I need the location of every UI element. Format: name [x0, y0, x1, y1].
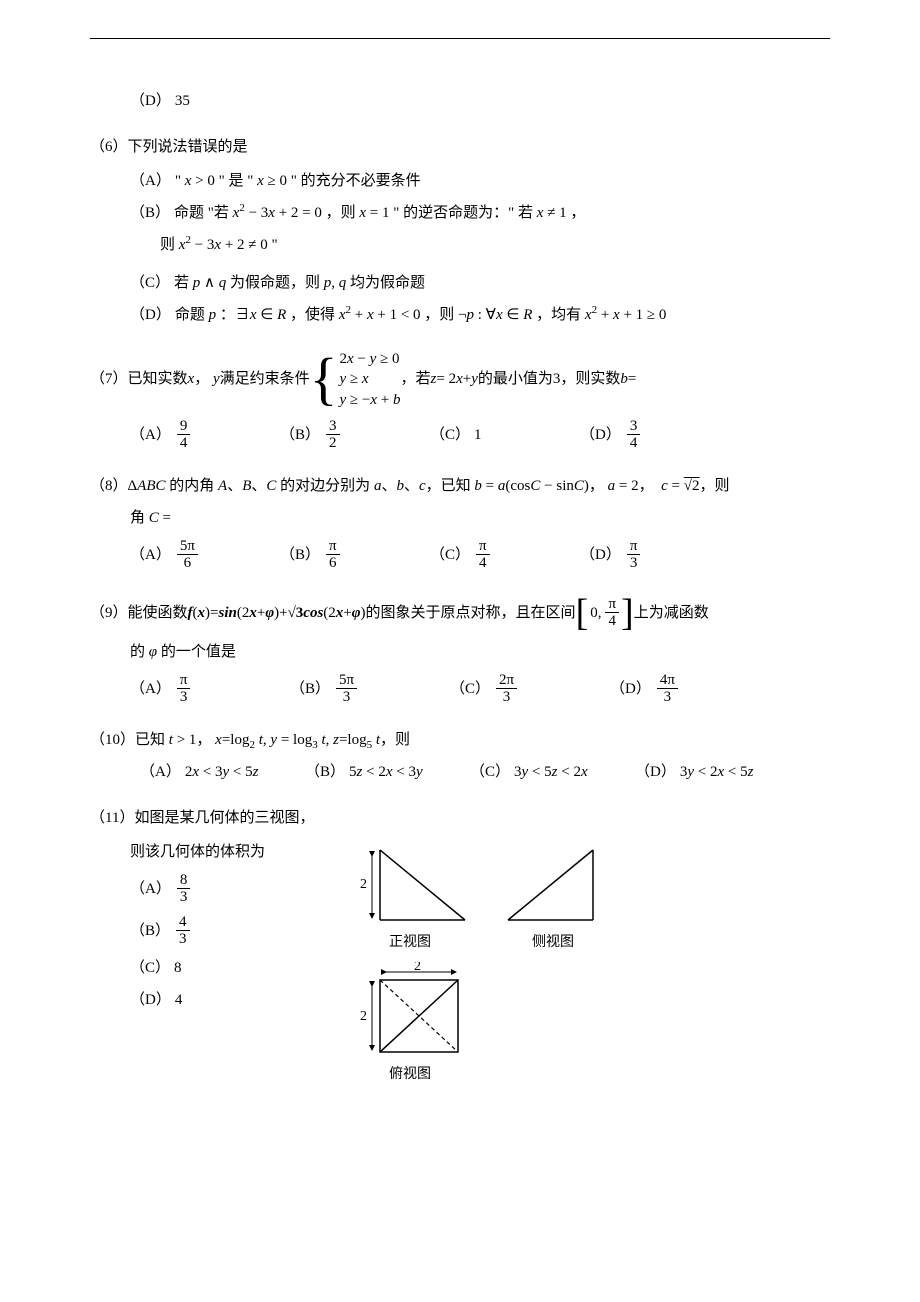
q6-option-b: （B）命题 "若 x2 − 3x + 2 = 0 ，则 x = 1 " 的逆否命… — [130, 201, 830, 225]
option-label: （D） — [130, 93, 171, 109]
q11-stem: （11）如图是某几何体的三视图， — [90, 806, 830, 830]
q10-option-d: （D）3y < 2x < 5z — [635, 760, 800, 784]
q8-stem-1: （8）ΔABC 的内角 A、B、C 的对边分别为 a、b、c，已知 b = a(… — [90, 474, 830, 498]
q9-option-a: （A）π3 — [130, 672, 290, 706]
top-view: 2 2 俯视图 — [350, 962, 470, 1086]
question-8: （8）ΔABC 的内角 A、B、C 的对边分别为 a、b、c，已知 b = a(… — [90, 474, 830, 572]
q11-option-d: （D）4 — [130, 988, 320, 1012]
option-5d: （D）35 — [130, 89, 830, 113]
question-9: （9）能使函数 f(x)=sin(2x+φ)+√3cos(2x+φ) 的图象关于… — [90, 594, 830, 706]
q9-stem-2: 的 φ 的一个值是 — [130, 640, 830, 664]
q11-option-c: （C）8 — [130, 956, 320, 980]
q11-option-a: （A）83 — [130, 872, 320, 906]
q8-option-b: （B）π6 — [280, 538, 430, 572]
front-view: 2 正视图 — [350, 840, 470, 954]
dim-top-w: 2 — [414, 962, 421, 974]
q11-line2: 则该几何体的体积为 — [130, 840, 320, 864]
front-view-svg: 2 — [350, 840, 470, 930]
q7-option-a: （A）94 — [130, 418, 280, 452]
q10-stem: （10）已知 t > 1， x=log2 t, y = log3 t, z=lo… — [90, 728, 830, 752]
side-view-svg — [498, 840, 608, 930]
q11-option-b: （B）43 — [130, 914, 320, 948]
q9-option-c: （C）2π3 — [450, 672, 610, 706]
q9-options: （A）π3 （B）5π3 （C）2π3 （D）4π3 — [130, 672, 830, 706]
top-view-svg: 2 2 — [350, 962, 470, 1062]
question-6: （6）下列说法错误的是 （A）" x > 0 " 是 " x ≥ 0 " 的充分… — [90, 135, 830, 327]
dim-front: 2 — [360, 877, 367, 892]
side-view: 侧视图 — [498, 840, 608, 954]
q8-stem-2: 角 C = — [130, 506, 830, 530]
q8-options: （A）5π6 （B）π6 （C）π4 （D）π3 — [130, 538, 830, 572]
dim-top-h: 2 — [360, 1009, 367, 1024]
q10-option-b: （B）5z < 2x < 3y — [305, 760, 470, 784]
q9-stem-1: （9）能使函数 f(x)=sin(2x+φ)+√3cos(2x+φ) 的图象关于… — [90, 594, 830, 632]
page-top-rule — [90, 38, 830, 39]
q7-option-b: （B）32 — [280, 418, 430, 452]
three-views: 2 正视图 侧视图 — [350, 840, 608, 1087]
question-7: （7）已知实数 x ， y 满足约束条件 { 2x − y ≥ 0 y ≥ x … — [90, 349, 830, 452]
q6-option-a: （A）" x > 0 " 是 " x ≥ 0 " 的充分不必要条件 — [130, 169, 830, 193]
q7-stem: （7）已知实数 x ， y 满足约束条件 { 2x − y ≥ 0 y ≥ x … — [90, 349, 830, 410]
q7-option-d: （D）34 — [580, 418, 730, 452]
question-11: （11）如图是某几何体的三视图， 则该几何体的体积为 （A）83 （B）43 （… — [90, 806, 830, 1087]
question-5d: （D）35 — [90, 89, 830, 113]
q9-option-b: （B）5π3 — [290, 672, 450, 706]
q6-option-c: （C）若 p ∧ q 为假命题，则 p, q 均为假命题 — [130, 271, 830, 295]
q6-stem: （6）下列说法错误的是 — [90, 135, 830, 159]
q10-options: （A）2x < 3y < 5z （B）5z < 2x < 3y （C）3y < … — [140, 760, 830, 784]
q7-options: （A）94 （B）32 （C）1 （D）34 — [130, 418, 830, 452]
q8-option-d: （D）π3 — [580, 538, 730, 572]
interval: [ 0, π4 ] — [576, 594, 634, 632]
q10-option-c: （C）3y < 5z < 2x — [470, 760, 635, 784]
q6-option-b-cont: 则 x2 − 3x + 2 ≠ 0 " — [160, 233, 830, 257]
option-text: 35 — [175, 93, 190, 109]
q6-option-d: （D）命题 p ：∃x ∈ R ，使得 x2 + x + 1 < 0 ，则 ¬p… — [130, 303, 830, 327]
q8-option-c: （C）π4 — [430, 538, 580, 572]
q10-option-a: （A）2x < 3y < 5z — [140, 760, 305, 784]
q9-option-d: （D）4π3 — [610, 672, 770, 706]
q7-option-c: （C）1 — [430, 418, 580, 452]
constraint-system: { 2x − y ≥ 0 y ≥ x y ≥ −x + b — [310, 349, 401, 410]
q8-option-a: （A）5π6 — [130, 538, 280, 572]
question-10: （10）已知 t > 1， x=log2 t, y = log3 t, z=lo… — [90, 728, 830, 784]
